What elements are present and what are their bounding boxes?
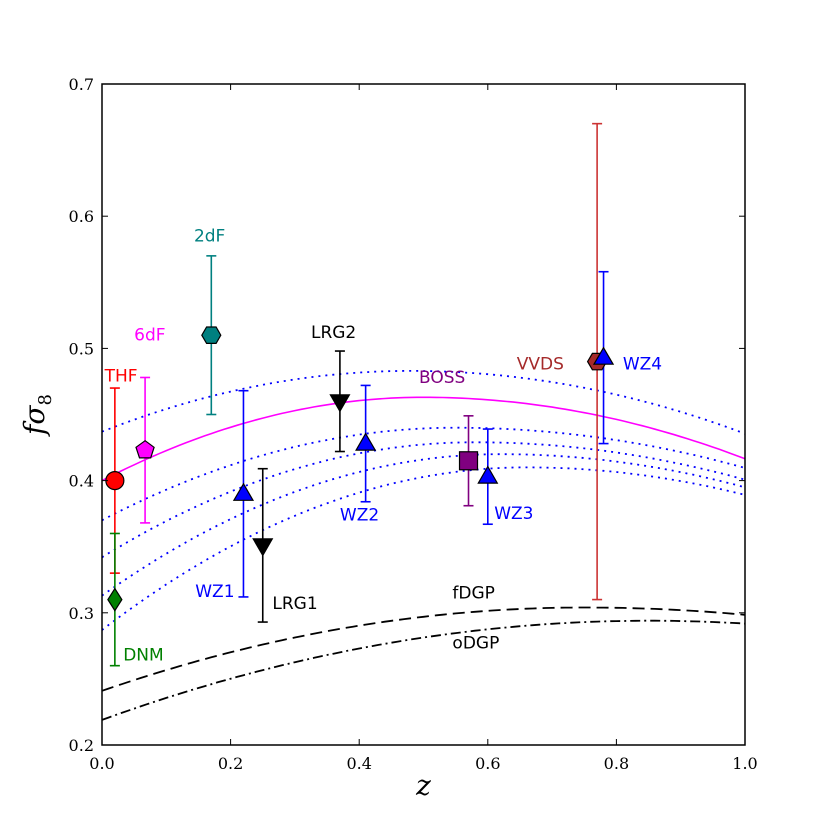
marker-WZ3	[477, 465, 499, 484]
y-axis-label: fσ8	[18, 394, 56, 437]
curve-dotted-3	[101, 441, 746, 559]
curve-label-oDGP: oDGP	[452, 633, 499, 653]
x-axis-label: z	[415, 769, 431, 802]
curve-label-fDGP: fDGP	[452, 583, 495, 603]
marker-2dF	[201, 326, 222, 344]
x-tick-label: 0.2	[218, 754, 243, 773]
y-tick-label: 0.5	[69, 339, 94, 358]
x-tick-label: 0.0	[89, 754, 114, 773]
point-label-WZ4: WZ4	[623, 355, 662, 375]
point-label-BOSS: BOSS	[419, 368, 465, 388]
plot-frame	[101, 83, 746, 746]
marker-WZ1	[232, 482, 255, 501]
point-label-WZ3: WZ3	[494, 504, 533, 524]
marker-BOSS	[458, 451, 479, 471]
data-labels: fDGP oDGP THF 6dF 2dF DNM WZ1 LRG1 LRG2 WZ2 BOSS WZ…	[104, 226, 663, 665]
curve-fDGP	[101, 606, 746, 692]
point-label-WZ2: WZ2	[340, 505, 379, 525]
y-tick-label: 0.3	[69, 604, 94, 623]
x-tick-label: 1.0	[732, 754, 757, 773]
curve-LCDM	[101, 396, 746, 482]
model-curves	[101, 370, 746, 721]
x-tick-label: 0.6	[475, 754, 500, 773]
curve-dotted-1	[101, 370, 746, 435]
y-tick-label: 0.7	[69, 75, 94, 94]
point-label-VVDS: VVDS	[517, 355, 564, 375]
y-axis-label-sub: 8	[35, 394, 56, 405]
point-label-DNM: DNM	[123, 645, 163, 665]
marker-DNM	[107, 587, 123, 612]
marker-WZ4	[592, 346, 615, 365]
point-label-THF: THF	[104, 366, 138, 386]
y-axis-label-main: fσ	[18, 405, 51, 437]
error-bars	[109, 122, 609, 667]
point-label-LRG1: LRG1	[272, 594, 317, 614]
point-label-6dF: 6dF	[134, 325, 165, 345]
y-tick-label: 0.4	[69, 472, 94, 491]
x-tick-label: 0.8	[604, 754, 629, 773]
point-label-LRG2: LRG2	[311, 323, 356, 343]
x-tick-label: 0.4	[346, 754, 371, 773]
marker-LRG2	[329, 394, 351, 413]
axis-ticks: 0.0 0.2 0.4 0.6 0.8 1.00.20.30.40.50.60.7	[69, 75, 758, 773]
curve-oDGP	[101, 619, 746, 721]
y-tick-label: 0.2	[69, 736, 94, 755]
marker-WZ2	[355, 432, 377, 451]
marker-6dF	[135, 439, 155, 459]
marker-LRG1	[252, 538, 274, 557]
point-label-WZ1: WZ1	[195, 582, 234, 602]
curve-dotted-2	[101, 426, 746, 522]
marker-THF	[105, 471, 125, 491]
y-tick-label: 0.6	[69, 207, 94, 226]
point-label-2dF: 2dF	[194, 226, 225, 246]
curve-dotted-4	[101, 453, 746, 597]
curve-dotted-5	[101, 466, 746, 631]
